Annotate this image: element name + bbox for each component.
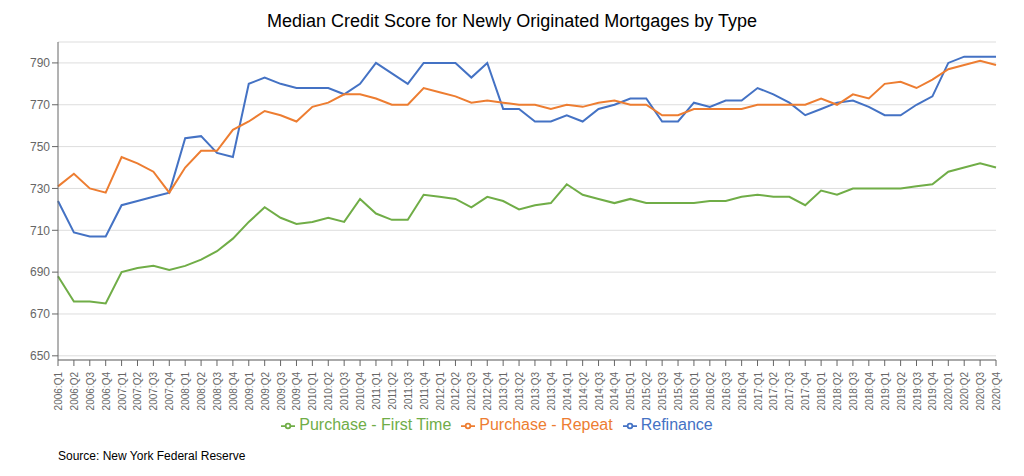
svg-text:2012:Q3: 2012:Q3 <box>466 372 477 411</box>
svg-text:2012:Q4: 2012:Q4 <box>482 372 493 411</box>
svg-text:710: 710 <box>30 224 50 238</box>
svg-text:2014:Q2: 2014:Q2 <box>578 372 589 411</box>
svg-text:2007:Q2: 2007:Q2 <box>132 372 143 411</box>
svg-text:790: 790 <box>30 56 50 70</box>
svg-text:2008:Q3: 2008:Q3 <box>212 372 223 411</box>
svg-text:2008:Q1: 2008:Q1 <box>180 372 191 411</box>
html-text:Source: New York Federal Reser: Source: New York Federal Reserve <box>58 449 246 463</box>
svg-text:2015:Q1: 2015:Q1 <box>625 372 636 411</box>
svg-text:2016:Q4: 2016:Q4 <box>737 372 748 411</box>
svg-text:2019:Q2: 2019:Q2 <box>896 372 907 411</box>
svg-text:2018:Q2: 2018:Q2 <box>832 372 843 411</box>
html-text:Refinance: Refinance <box>640 416 713 433</box>
svg-text:2019:Q1: 2019:Q1 <box>880 372 891 411</box>
svg-text:2011:Q1: 2011:Q1 <box>371 372 382 410</box>
svg-text:2008:Q4: 2008:Q4 <box>228 372 239 411</box>
svg-text:2016:Q3: 2016:Q3 <box>721 372 732 411</box>
svg-text:2020:Q3: 2020:Q3 <box>975 372 986 411</box>
svg-text:2012:Q1: 2012:Q1 <box>435 372 446 411</box>
html-text:Purchase - Repeat: Purchase - Repeat <box>479 416 613 433</box>
svg-text:2013:Q4: 2013:Q4 <box>546 372 557 411</box>
svg-text:2011:Q3: 2011:Q3 <box>403 372 414 410</box>
svg-text:2013:Q2: 2013:Q2 <box>514 372 525 411</box>
html-text:Purchase - First Time: Purchase - First Time <box>299 416 452 433</box>
svg-text:2018:Q1: 2018:Q1 <box>816 372 827 411</box>
svg-text:650: 650 <box>30 349 50 363</box>
svg-text:2019:Q3: 2019:Q3 <box>912 372 923 411</box>
html-text:Median Credit Score for Newly: Median Credit Score for Newly Originated… <box>267 11 757 31</box>
svg-text:2013:Q3: 2013:Q3 <box>530 372 541 411</box>
svg-text:2015:Q4: 2015:Q4 <box>673 372 684 411</box>
svg-text:2009:Q2: 2009:Q2 <box>260 372 271 411</box>
svg-text:2019:Q4: 2019:Q4 <box>927 372 938 411</box>
svg-text:2016:Q1: 2016:Q1 <box>689 372 700 411</box>
svg-text:2018:Q4: 2018:Q4 <box>864 372 875 411</box>
svg-text:2016:Q2: 2016:Q2 <box>705 372 716 411</box>
svg-text:2020:Q4: 2020:Q4 <box>991 372 1002 411</box>
svg-text:2014:Q1: 2014:Q1 <box>562 372 573 411</box>
svg-text:2020:Q2: 2020:Q2 <box>959 372 970 411</box>
svg-text:2007:Q1: 2007:Q1 <box>117 372 128 411</box>
svg-text:2015:Q3: 2015:Q3 <box>657 372 668 411</box>
svg-text:2007:Q4: 2007:Q4 <box>164 372 175 411</box>
svg-text:2010:Q3: 2010:Q3 <box>339 372 350 411</box>
svg-text:670: 670 <box>30 307 50 321</box>
svg-text:2006:Q1: 2006:Q1 <box>53 372 64 411</box>
svg-text:2011:Q4: 2011:Q4 <box>419 372 430 410</box>
svg-text:2010:Q4: 2010:Q4 <box>355 372 366 411</box>
svg-text:730: 730 <box>30 182 50 196</box>
svg-text:2006:Q2: 2006:Q2 <box>69 372 80 411</box>
svg-text:2006:Q3: 2006:Q3 <box>85 372 96 411</box>
svg-text:690: 690 <box>30 265 50 279</box>
svg-text:2017:Q4: 2017:Q4 <box>800 372 811 411</box>
svg-text:2010:Q2: 2010:Q2 <box>323 372 334 411</box>
svg-text:2008:Q2: 2008:Q2 <box>196 372 207 411</box>
svg-text:2009:Q1: 2009:Q1 <box>244 372 255 411</box>
svg-text:2020:Q1: 2020:Q1 <box>943 372 954 411</box>
svg-text:2014:Q3: 2014:Q3 <box>594 372 605 411</box>
svg-text:2015:Q2: 2015:Q2 <box>641 372 652 411</box>
svg-text:2010:Q1: 2010:Q1 <box>307 372 318 411</box>
svg-text:2011:Q2: 2011:Q2 <box>387 372 398 410</box>
svg-text:2018:Q3: 2018:Q3 <box>848 372 859 411</box>
svg-text:2009:Q4: 2009:Q4 <box>291 372 302 411</box>
svg-text:2017:Q2: 2017:Q2 <box>768 372 779 411</box>
svg-text:2009:Q3: 2009:Q3 <box>276 372 287 411</box>
svg-text:2012:Q2: 2012:Q2 <box>450 372 461 411</box>
svg-text:2014:Q4: 2014:Q4 <box>609 372 620 411</box>
svg-text:2017:Q3: 2017:Q3 <box>784 372 795 411</box>
svg-text:770: 770 <box>30 98 50 112</box>
svg-text:750: 750 <box>30 140 50 154</box>
svg-text:2013:Q1: 2013:Q1 <box>498 372 509 411</box>
svg-text:2006:Q4: 2006:Q4 <box>101 372 112 411</box>
svg-text:2007:Q3: 2007:Q3 <box>148 372 159 411</box>
svg-text:2017:Q1: 2017:Q1 <box>753 372 764 411</box>
